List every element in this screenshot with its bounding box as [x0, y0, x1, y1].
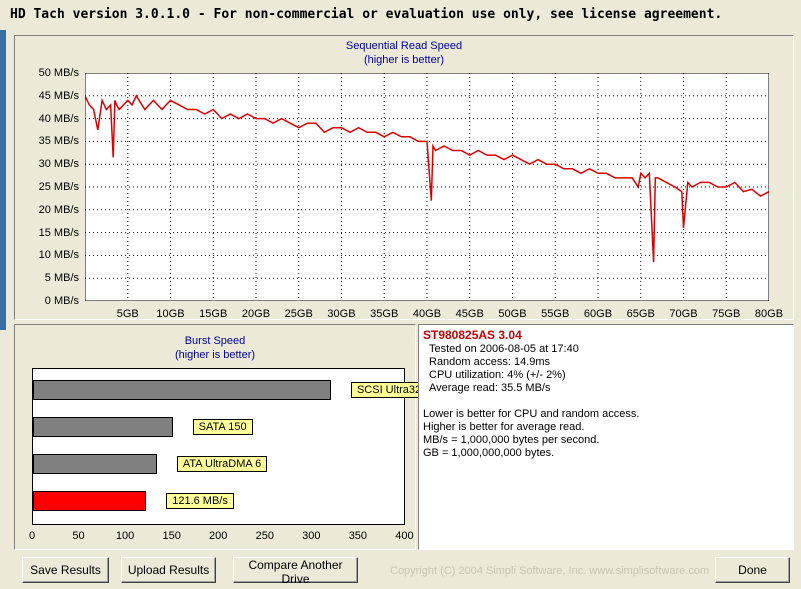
- y-tick-label: 25 MB/s: [38, 181, 79, 193]
- x-tick-label: 15GB: [199, 308, 228, 320]
- y-tick-label: 50 MB/s: [38, 67, 79, 79]
- y-tick-label: 35 MB/s: [38, 135, 79, 148]
- y-tick-label: 40 MB/s: [38, 112, 79, 125]
- sequential-read-panel: Sequential Read Speed (higher is better)…: [14, 35, 794, 320]
- burst-speed-panel: Burst Speed (higher is better) SCSI Ultr…: [14, 324, 434, 550]
- y-tick-label: 30 MB/s: [38, 158, 79, 171]
- average-read: Average read: 35.5 MB/s: [429, 382, 551, 394]
- x-tick-label: 75GB: [712, 308, 741, 320]
- y-tick-label: 0 MB/s: [44, 295, 79, 307]
- y-tick-label: 20 MB/s: [38, 203, 79, 216]
- random-access: Random access: 14.9ms: [429, 356, 551, 368]
- background-window-strip: [0, 30, 6, 330]
- save-results-button[interactable]: Save Results: [22, 557, 109, 583]
- burst-bar: [33, 417, 173, 437]
- y-tick-label: 45 MB/s: [38, 89, 79, 102]
- burst-bar-label: 121.6 MB/s: [166, 493, 234, 509]
- done-button[interactable]: Done: [715, 557, 790, 583]
- cpu-utilization: CPU utilization: 4% (+/- 2%): [429, 369, 566, 381]
- drive-name: ST980825AS 3.04: [423, 328, 522, 342]
- x-tick-label: 35GB: [370, 308, 399, 320]
- compare-another-drive-button[interactable]: Compare Another Drive: [233, 557, 358, 586]
- x-tick-label: 45GB: [455, 308, 484, 320]
- x-tick-label: 30GB: [327, 308, 356, 320]
- x-tick-label: 25GB: [284, 308, 313, 320]
- x-tick-label: 20GB: [241, 308, 271, 320]
- upload-results-button[interactable]: Upload Results: [121, 557, 216, 583]
- note-cpu: Lower is better for CPU and random acces…: [423, 408, 640, 420]
- x-tick-label: 50GB: [498, 308, 527, 320]
- burst-x-tick-label: 50: [72, 530, 85, 542]
- x-tick-label: 55GB: [541, 308, 570, 320]
- sequential-title: Sequential Read Speed: [345, 40, 463, 52]
- burst-x-tick-label: 250: [255, 530, 274, 542]
- x-tick-label: 60GB: [583, 308, 613, 320]
- window-title: HD Tach version 3.0.1.0 - For non-commer…: [0, 0, 801, 30]
- y-tick-label: 15 MB/s: [38, 226, 79, 239]
- sequential-read-chart: [85, 73, 769, 301]
- burst-bar-label: SCSI Ultra320: [350, 382, 434, 398]
- tested-date: Tested on 2006-08-05 at 17:40: [429, 343, 579, 355]
- burst-bar: [33, 491, 147, 511]
- burst-bar-label: SATA 150: [192, 419, 253, 435]
- sequential-plot-area: [85, 73, 769, 301]
- x-tick-label: 5GB: [116, 308, 139, 320]
- burst-x-tick-label: 100: [115, 530, 135, 542]
- burst-x-tick-label: 350: [348, 530, 368, 542]
- x-tick-label: 80GB: [754, 308, 784, 320]
- burst-bar: [33, 454, 157, 474]
- y-tick-label: 5 MB/s: [44, 272, 79, 285]
- y-tick-label: 10 MB/s: [38, 249, 79, 262]
- x-tick-label: 40GB: [412, 308, 442, 320]
- burst-x-tick-label: 400: [395, 530, 414, 542]
- note-mbs: MB/s = 1,000,000 bytes per second.: [423, 434, 600, 446]
- burst-bar-label: ATA UltraDMA 6: [176, 456, 268, 472]
- burst-x-tick-label: 0: [28, 530, 36, 542]
- burst-x-tick-label: 150: [162, 530, 181, 542]
- note-gb: GB = 1,000,000,000 bytes.: [423, 447, 555, 459]
- x-tick-label: 10GB: [156, 308, 185, 320]
- x-tick-label: 65GB: [626, 308, 655, 320]
- results-info-panel: ST980825AS 3.04 Tested on 2006-08-05 at …: [418, 324, 794, 550]
- burst-bar: [33, 380, 331, 400]
- note-average: Higher is better for average read.: [423, 421, 585, 433]
- read-speed-line: [85, 94, 769, 263]
- burst-chart: SCSI Ultra320 SATA 150 ATA UltraDMA 6 121.6…: [32, 368, 434, 525]
- burst-x-tick-label: 200: [209, 530, 228, 542]
- sequential-subtitle: (higher is better): [363, 54, 445, 66]
- x-tick-label: 70GB: [669, 308, 698, 320]
- copyright-text: Copyright (C) 2004 Simpli Software, Inc.…: [390, 565, 710, 577]
- burst-subtitle: (higher is better): [174, 349, 256, 361]
- burst-title: Burst Speed: [184, 335, 246, 347]
- burst-x-tick-label: 300: [302, 530, 321, 542]
